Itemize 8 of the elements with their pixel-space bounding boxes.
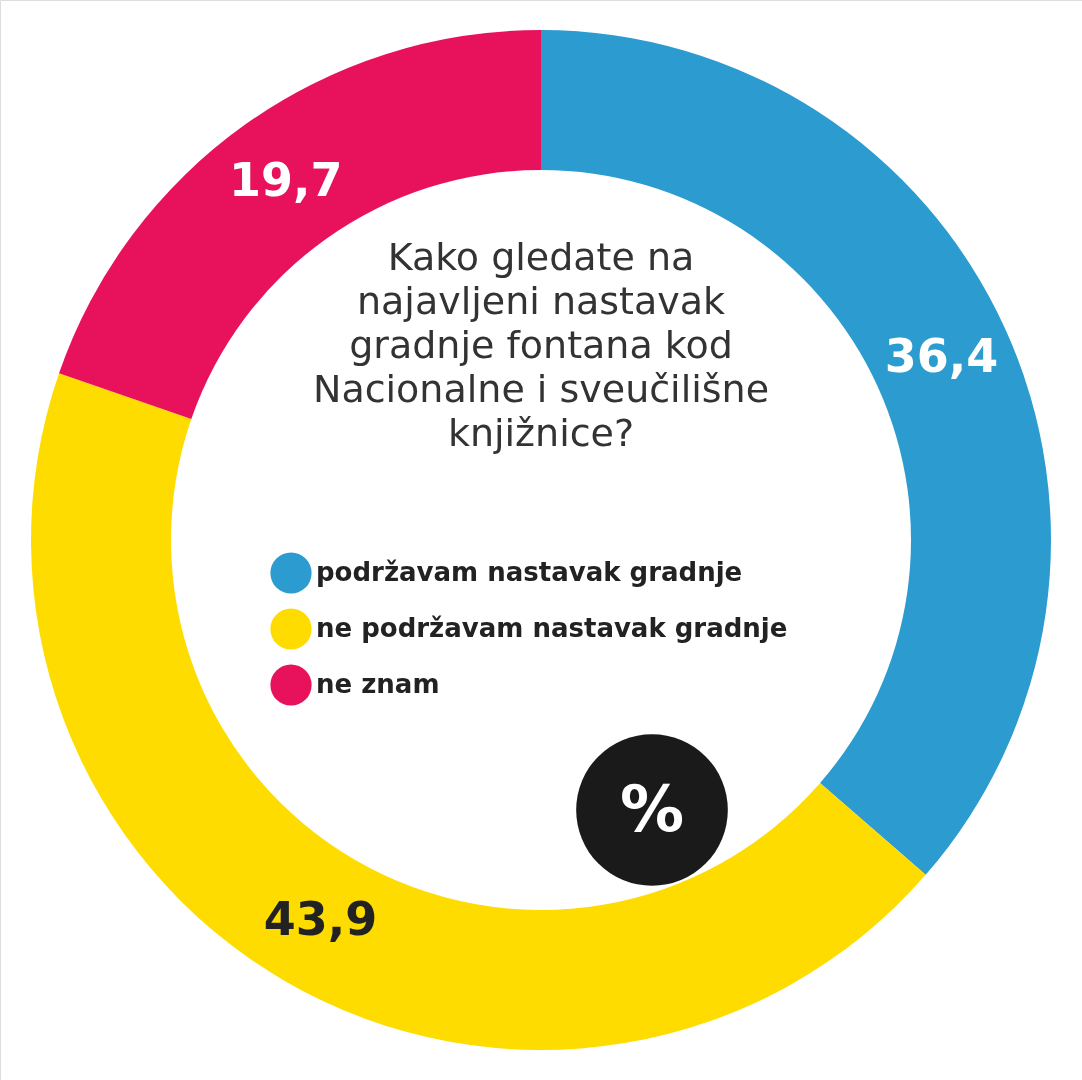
text: % (619, 772, 685, 846)
data-label: 19,7 (228, 152, 343, 207)
legend-label: ne podržavam nastavak gradnje (316, 613, 788, 643)
data-label: 43,9 (263, 891, 378, 946)
legend-label: ne znam (316, 669, 440, 699)
legend-label: podržavam nastavak gradnje (316, 557, 743, 587)
text: Kako gledate na najavljeni nastavak gradnje fontana kod Nacionalne i sveučilišne knjižnice? (312, 235, 770, 455)
data-label: 36,4 (884, 328, 999, 383)
